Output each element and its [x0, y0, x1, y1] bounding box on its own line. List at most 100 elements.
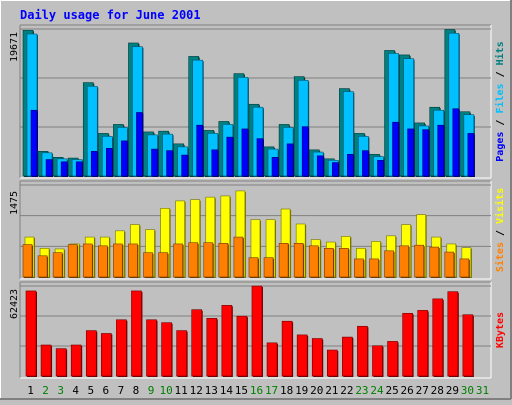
- bar-sites-day-8: [128, 243, 138, 278]
- bar-kbytes-day-29: [447, 291, 459, 377]
- x-label-day-18: 18: [280, 384, 293, 397]
- bar-pages-day-1: [30, 109, 38, 177]
- bar-kbytes-day-5: [85, 330, 97, 377]
- x-label-day-17: 17: [265, 384, 278, 397]
- bar-kbytes-day-10: [161, 322, 172, 377]
- bar-pages-day-24: [377, 160, 384, 177]
- bar-kbytes-day-8: [131, 290, 142, 377]
- x-label-day-2: 2: [42, 384, 49, 397]
- x-label-day-10: 10: [159, 384, 172, 397]
- bar-sites-day-4: [67, 244, 78, 278]
- x-label-day-24: 24: [370, 384, 384, 397]
- x-label-day-27: 27: [416, 384, 429, 397]
- bar-kbytes-day-24: [372, 345, 383, 377]
- x-label-day-15: 15: [235, 384, 248, 397]
- bar-sites-day-12: [188, 242, 199, 278]
- bar-kbytes-day-19: [296, 334, 308, 377]
- legend-separator: /: [495, 114, 506, 132]
- x-label-day-13: 13: [205, 384, 218, 397]
- bar-kbytes-day-23: [357, 325, 368, 377]
- bar-pages-day-17: [271, 157, 279, 177]
- bar-kbytes-day-2: [40, 344, 52, 377]
- bar-pages-day-25: [392, 121, 399, 177]
- x-axis-labels: 1 2 3 4 5 6 7 8 9 10 11 12 13 14 15 16 17 18 19 20 21 22 23 24 2…: [27, 384, 489, 397]
- x-label-day-26: 26: [401, 384, 414, 397]
- legend-kbytes: KBytes: [495, 312, 506, 348]
- y-axis-legend: KBytes: [495, 312, 506, 348]
- bar-sites-day-24: [369, 258, 379, 278]
- x-label-day-30: 30: [461, 384, 474, 397]
- bar-pages-day-13: [211, 149, 219, 177]
- bar-pages-day-5: [90, 151, 98, 177]
- bar-kbytes-day-16: [251, 285, 263, 377]
- bar-sites-day-21: [323, 248, 334, 278]
- bar-kbytes-day-30: [462, 314, 474, 377]
- bar-sites-day-5: [82, 243, 93, 278]
- x-label-day-9: 9: [148, 384, 155, 397]
- bar-sites-day-3: [52, 252, 63, 278]
- bar-pages-day-9: [151, 148, 158, 177]
- bar-kbytes-day-4: [70, 344, 82, 377]
- x-label-day-8: 8: [133, 384, 140, 397]
- bar-kbytes-day-15: [236, 315, 248, 377]
- bar-kbytes-day-14: [221, 305, 233, 377]
- x-label-day-16: 16: [250, 384, 263, 397]
- bar-sites-day-15: [233, 236, 244, 278]
- x-label-day-6: 6: [103, 384, 110, 397]
- bar-sites-day-27: [414, 244, 424, 278]
- x-label-day-14: 14: [220, 384, 234, 397]
- panel-3: 62423 KBytes: [9, 281, 506, 379]
- bar-pages-day-7: [121, 140, 128, 177]
- x-label-day-20: 20: [310, 384, 323, 397]
- legend-separator: /: [495, 224, 506, 242]
- bar-pages-day-4: [75, 161, 83, 177]
- bar-pages-day-2: [45, 159, 53, 177]
- legend-files: Files: [494, 83, 506, 113]
- bar-pages-day-27: [422, 129, 429, 177]
- bar-pages-day-12: [196, 124, 204, 177]
- bar-pages-day-14: [226, 136, 234, 177]
- bar-kbytes-day-9: [146, 319, 157, 377]
- bar-sites-day-9: [143, 252, 153, 278]
- bar-pages-day-21: [331, 162, 339, 177]
- x-label-day-25: 25: [385, 384, 398, 397]
- bar-sites-day-29: [444, 251, 455, 278]
- bar-pages-day-23: [362, 150, 369, 177]
- bar-kbytes-day-1: [25, 290, 37, 377]
- bar-sites-day-16: [248, 257, 259, 278]
- x-label-day-31: 31: [476, 384, 489, 397]
- bar-sites-day-11: [173, 243, 183, 278]
- bar-pages-day-30: [467, 133, 475, 177]
- bar-pages-day-15: [241, 128, 249, 177]
- legend-hits: Hits: [494, 41, 506, 65]
- bar-sites-day-1: [22, 244, 33, 278]
- y-max-label: 19671: [9, 32, 20, 62]
- bar-sites-day-18: [278, 243, 289, 278]
- bar-sites-day-2: [37, 255, 48, 278]
- x-label-day-7: 7: [118, 384, 125, 397]
- bar-kbytes-day-26: [402, 312, 413, 377]
- x-label-day-3: 3: [57, 384, 64, 397]
- bar-pages-day-16: [256, 138, 264, 177]
- legend-sites: Sites: [494, 242, 506, 272]
- x-label-day-1: 1: [27, 384, 34, 397]
- x-label-day-11: 11: [175, 384, 188, 397]
- bar-pages-day-22: [347, 154, 354, 177]
- bar-pages-day-6: [106, 148, 113, 177]
- bar-pages-day-11: [181, 154, 188, 177]
- x-label-day-22: 22: [340, 384, 353, 397]
- bar-pages-day-29: [452, 108, 460, 177]
- panel-1: 19671 Pages / Files / Hits: [9, 24, 506, 179]
- bar-sites-day-28: [429, 246, 440, 278]
- bar-kbytes-day-3: [55, 348, 67, 377]
- bar-pages-day-18: [286, 143, 294, 177]
- panel-2: 1475 Sites / Visits: [9, 180, 506, 280]
- bar-sites-day-25: [384, 250, 394, 278]
- bar-pages-day-3: [60, 161, 68, 177]
- legend-visits: Visits: [494, 188, 506, 224]
- y-axis-legend: Pages / Files / Hits: [494, 41, 506, 161]
- bar-sites-day-20: [308, 245, 319, 278]
- bar-sites-day-17: [263, 257, 274, 278]
- bar-kbytes-day-6: [101, 333, 112, 377]
